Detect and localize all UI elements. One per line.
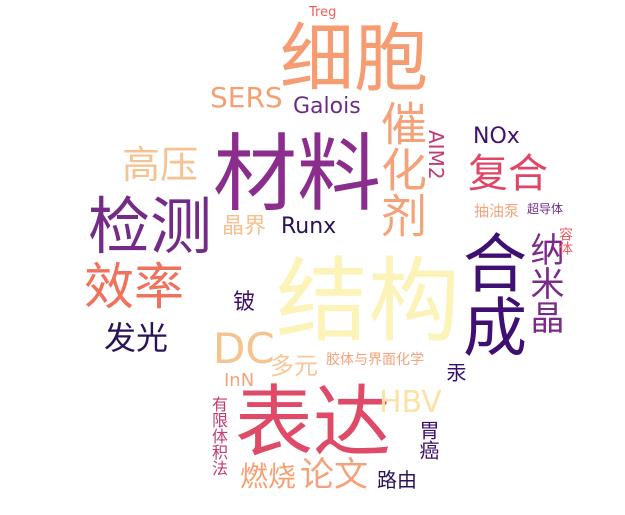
word-nanocrystal: 纳米晶 <box>524 232 564 334</box>
word-treg: Treg <box>309 5 337 20</box>
word-superconductor: 超导体 <box>527 202 564 216</box>
word-capacity: 容体 <box>557 227 573 255</box>
word-gastric-cancer: 胃癌 <box>416 420 440 460</box>
word-runx: Runx <box>281 214 337 239</box>
word-material: 材料 <box>213 125 382 223</box>
word-aim2: AIM2 <box>424 130 448 180</box>
word-hbv: HBV <box>379 385 442 420</box>
word-structure: 结构 <box>276 248 461 355</box>
word-colloid: 胶体与界面化学 <box>326 352 424 368</box>
word-synthesis: 合成 <box>452 230 526 358</box>
word-paper: 论文 <box>300 455 368 495</box>
word-sers: SERS <box>210 81 283 114</box>
word-inn: InN <box>224 370 255 391</box>
word-high-pressure: 高压 <box>122 143 199 187</box>
word-galois: Galois <box>293 94 361 119</box>
word-dc: DC <box>213 324 275 373</box>
word-efficiency: 效率 <box>84 258 184 316</box>
word-detection: 检测 <box>88 190 213 263</box>
word-pump: 抽油泵 <box>474 202 520 220</box>
word-routing: 路由 <box>377 468 417 492</box>
word-combustion: 燃烧 <box>240 460 297 493</box>
word-mercury: 汞 <box>443 362 467 382</box>
word-catalyst: 催化剂 <box>374 100 428 238</box>
word-multicomponent: 多元 <box>270 352 318 380</box>
word-nox: NOx <box>473 124 520 149</box>
word-grain-boundary: 晶界 <box>222 214 267 239</box>
word-composite: 复合 <box>468 151 548 197</box>
word-beryllium: 铍 <box>233 290 256 315</box>
word-luminescence: 发光 <box>104 319 169 357</box>
word-finite-volume: 有限体积法 <box>209 396 228 476</box>
word-expression: 表达 <box>235 378 392 468</box>
word-cell: 细胞 <box>280 16 428 102</box>
